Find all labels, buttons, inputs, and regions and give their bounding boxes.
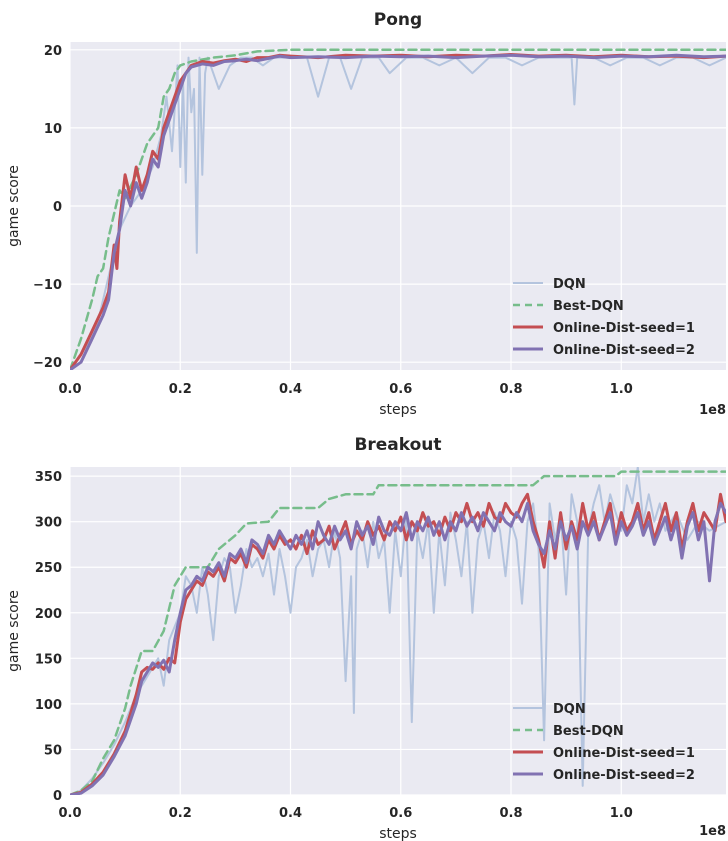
y-tick-label: 300 bbox=[35, 516, 62, 531]
x-offset-label: 1e8 bbox=[699, 824, 726, 839]
y-tick-label: 200 bbox=[35, 607, 62, 622]
y-tick-label: 100 bbox=[35, 698, 62, 713]
x-tick-label: 1.0 bbox=[610, 382, 633, 397]
chart-title: Pong bbox=[374, 10, 422, 30]
y-tick-label: 150 bbox=[35, 652, 62, 667]
x-tick-label: 1.0 bbox=[610, 806, 633, 821]
breakout-chart: Breakout 0 50 100 150 200 250 300 350 0.0 0.2 0.4 0.… bbox=[6, 435, 726, 841]
legend-label: DQN bbox=[553, 277, 586, 292]
x-axis-label: steps bbox=[379, 826, 417, 841]
legend: DQN Best-DQN Online-Dist-seed=1 Online-Dist… bbox=[513, 277, 695, 358]
x-tick-label: 0.4 bbox=[279, 806, 302, 821]
legend-label: DQN bbox=[553, 702, 586, 717]
x-tick-label: 0.0 bbox=[58, 382, 81, 397]
x-tick-label: 0.2 bbox=[169, 382, 192, 397]
legend-label: Best-DQN bbox=[553, 299, 624, 314]
legend: DQN Best-DQN Online-Dist-seed=1 Online-Dist… bbox=[513, 702, 695, 783]
pong-chart: Pong −20 −10 0 10 20 0.0 0.2 0.4 0.6 0.8 1.0 steps ga… bbox=[6, 10, 726, 418]
legend-label: Online-Dist-seed=1 bbox=[553, 746, 695, 761]
series-group bbox=[70, 467, 726, 795]
x-axis-label: steps bbox=[379, 402, 417, 418]
legend-label: Online-Dist-seed=2 bbox=[553, 343, 695, 358]
legend-label: Online-Dist-seed=1 bbox=[553, 321, 695, 336]
y-tick-label: 20 bbox=[44, 44, 62, 59]
series-line-best-dqn bbox=[70, 48, 726, 370]
x-tick-label: 0.6 bbox=[389, 806, 412, 821]
y-tick-label: 350 bbox=[35, 470, 62, 485]
series-line-best-dqn bbox=[70, 470, 726, 795]
legend-label: Online-Dist-seed=2 bbox=[553, 768, 695, 783]
x-tick-label: 0.4 bbox=[279, 382, 302, 397]
y-tick-label: 250 bbox=[35, 561, 62, 576]
y-tick-label: 0 bbox=[53, 200, 62, 215]
y-axis-label: game score bbox=[6, 165, 22, 247]
chart-title: Breakout bbox=[354, 435, 441, 455]
x-tick-label: 0.2 bbox=[169, 806, 192, 821]
y-tick-label: 10 bbox=[44, 122, 62, 137]
y-tick-label: −20 bbox=[33, 356, 62, 371]
x-tick-label: 0.8 bbox=[499, 382, 522, 397]
x-offset-label: 1e8 bbox=[699, 403, 726, 418]
y-axis-label: game score bbox=[6, 590, 22, 672]
x-tick-label: 0.6 bbox=[389, 382, 412, 397]
y-tick-label: 0 bbox=[53, 789, 62, 804]
y-tick-label: 50 bbox=[44, 743, 62, 758]
x-tick-label: 0.8 bbox=[499, 806, 522, 821]
series-line-online-dist-seed-2 bbox=[70, 501, 726, 795]
y-tick-label: −10 bbox=[33, 278, 62, 293]
series-group bbox=[70, 48, 726, 370]
series-line-dqn bbox=[70, 467, 726, 795]
series-line-online-dist-seed-2 bbox=[70, 53, 726, 370]
legend-label: Best-DQN bbox=[553, 724, 624, 739]
x-tick-label: 0.0 bbox=[58, 806, 81, 821]
